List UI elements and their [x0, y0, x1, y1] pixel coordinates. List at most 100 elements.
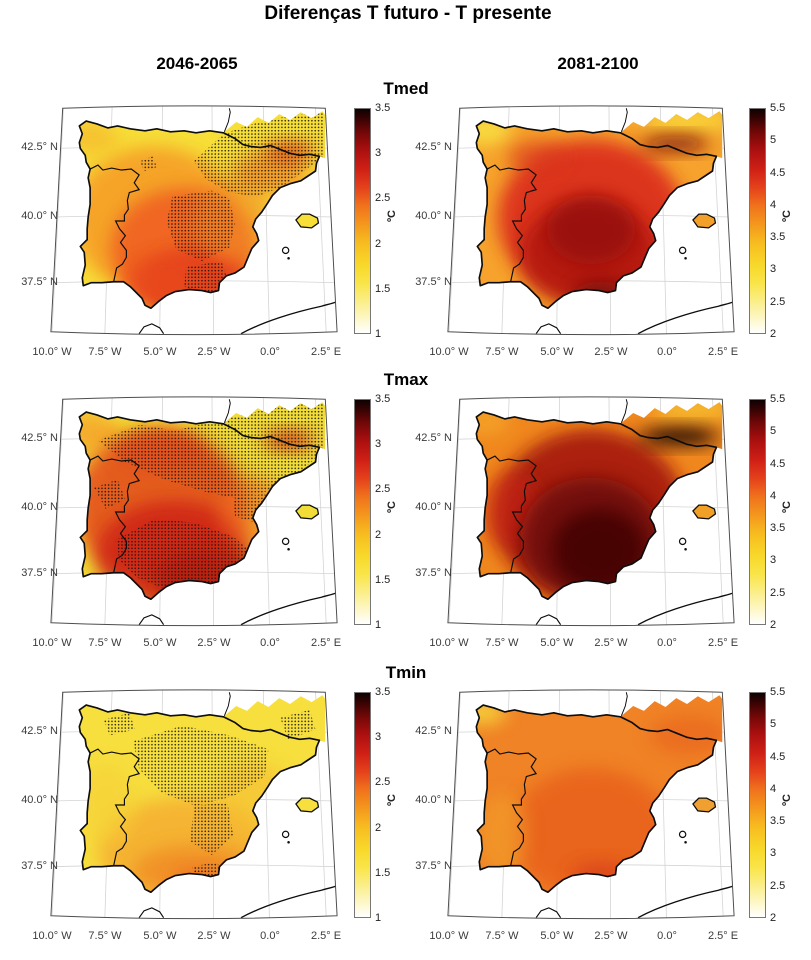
colorbar-tick-label: 5.5 [770, 686, 786, 698]
colorbar-left-row1 [354, 399, 371, 625]
colorbar-tick-label: 2.5 [375, 192, 391, 205]
x-tick-label: 2.5° W [594, 346, 628, 358]
x-tick-label: 5.0° W [540, 637, 574, 649]
x-tick-label: 2.5° W [197, 346, 231, 358]
colorbar-tick-label: 3.5 [375, 686, 391, 698]
y-tick-label: 37.5° N [415, 276, 452, 288]
y-tick-label: 40.0° N [21, 501, 58, 513]
stipple-region [280, 709, 316, 740]
mallorca-island [692, 504, 717, 520]
stipple-region [133, 725, 269, 806]
map-panel-tmax-2081-2100 [447, 396, 735, 627]
africa-coastline [240, 591, 338, 626]
colorbar-tick-label: 4.5 [770, 750, 786, 763]
colorbar-tick-label: 2 [770, 328, 777, 340]
morocco-tip [535, 907, 562, 919]
colorbar-right-row1 [749, 399, 766, 625]
y-tick-label: 42.5° N [21, 432, 58, 444]
colorbar-tick-label: 5 [770, 134, 777, 147]
x-tick-label: 2.5° E [707, 346, 739, 358]
y-tick-label: 40.0° N [415, 501, 452, 513]
x-tick-label: 2.5° E [310, 346, 342, 358]
x-tick-label: 0.0° [657, 637, 677, 649]
colorbar-tick-label: 3 [770, 847, 777, 860]
stipple-region [103, 712, 136, 736]
x-tick-label: 0.0° [260, 637, 280, 649]
x-tick-label: 2.5° E [310, 637, 342, 649]
column-header-2046-2065: 2046-2065 [156, 54, 238, 73]
colorbar-tick-label: 3.5 [770, 231, 786, 244]
map-frame [447, 689, 735, 920]
y-tick-label: 42.5° N [415, 432, 452, 444]
colorbar-tick-label: 1.5 [375, 282, 391, 295]
colorbar-tick-label: 2 [375, 237, 382, 250]
x-tick-label: 5.0° W [143, 346, 177, 358]
colorbar-tick-label: 4.5 [770, 457, 786, 470]
colorbar-unit-label: ºC [780, 501, 793, 513]
x-tick-label: 10.0° W [32, 346, 72, 358]
x-tick-label: 7.5° W [88, 346, 122, 358]
x-tick-label: 2.5° W [197, 637, 231, 649]
row-label-tmed: Tmed [383, 79, 429, 98]
x-tick-label: 7.5° W [88, 930, 122, 942]
colorbar-tick-label: 2.5 [770, 295, 786, 308]
x-tick-label: 0.0° [657, 930, 677, 942]
x-tick-label: 7.5° W [485, 930, 519, 942]
map-panel-tmin-2046-2065 [50, 689, 338, 920]
colorbar-tick-label: 2.5 [770, 586, 786, 599]
colorbar-tick-label: 5.5 [770, 393, 786, 405]
colorbar-tick-label: 2 [375, 528, 382, 541]
y-tick-label: 40.0° N [21, 794, 58, 806]
colorbar-tick-label: 4.5 [770, 166, 786, 179]
colorbar-tick-label: 5.5 [770, 102, 786, 114]
iberia-coastline [475, 120, 718, 310]
y-tick-label: 40.0° N [21, 210, 58, 222]
colorbar-tick-label: 3 [375, 731, 382, 744]
colorbar-tick-label: 1 [375, 912, 382, 924]
coastlines [475, 692, 735, 919]
colorbar-tick-label: 3 [375, 438, 382, 451]
y-tick-label: 37.5° N [21, 860, 58, 872]
colorbar-tick-label: 4 [770, 198, 777, 211]
colorbar-unit-label: ºC [385, 794, 398, 806]
formentera-island [684, 840, 687, 844]
africa-coastline [240, 884, 338, 919]
colorbar-right-row2 [749, 692, 766, 918]
row-label-tmax: Tmax [383, 370, 429, 389]
map-panel-tmax-2046-2065 [50, 396, 338, 627]
coastlines [78, 108, 338, 335]
stipple-region [97, 403, 325, 500]
x-tick-label: 2.5° W [594, 930, 628, 942]
colorbar-tick-label: 3.5 [770, 815, 786, 828]
y-tick-label: 37.5° N [21, 567, 58, 579]
x-tick-label: 10.0° W [32, 930, 72, 942]
x-tick-label: 2.5° E [310, 930, 342, 942]
stipple-region [190, 802, 234, 855]
x-tick-label: 5.0° W [143, 637, 177, 649]
france-coastline [223, 399, 231, 423]
ibiza-island [281, 830, 290, 839]
y-tick-label: 42.5° N [21, 141, 58, 153]
colorbar-left-row2 [354, 692, 371, 918]
x-tick-label: 5.0° W [540, 930, 574, 942]
y-tick-label: 37.5° N [415, 567, 452, 579]
colorbar-tick-label: 5 [770, 718, 777, 731]
france-coastline [620, 399, 628, 423]
colorbar-tick-label: 4 [770, 782, 777, 795]
colorbar-tick-label: 3.5 [375, 393, 391, 405]
africa-coastline [637, 591, 735, 626]
figure-title: Diferenças T futuro - T presente [264, 3, 552, 24]
x-tick-label: 5.0° W [540, 346, 574, 358]
mallorca-island [692, 213, 717, 229]
morocco-tip [138, 907, 165, 919]
france-coastline [620, 692, 628, 716]
france-coastline [223, 692, 231, 716]
map-frame [50, 689, 338, 920]
africa-coastline [637, 884, 735, 919]
iberia-coastline [78, 120, 321, 310]
map-panel-tmed-2046-2065 [50, 105, 338, 336]
x-tick-label: 0.0° [657, 346, 677, 358]
ibiza-island [281, 246, 290, 255]
colorbar-tick-label: 3.5 [770, 522, 786, 535]
